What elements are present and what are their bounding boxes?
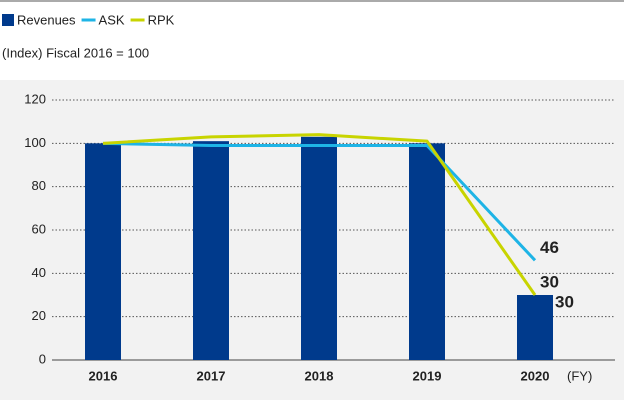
x-tick-label: 2019 bbox=[413, 368, 442, 383]
data-label: 30 bbox=[555, 292, 574, 311]
line bbox=[102, 141, 537, 262]
line bbox=[102, 133, 537, 296]
bar bbox=[517, 295, 553, 360]
data-label: 30 bbox=[540, 272, 559, 291]
bar bbox=[85, 143, 121, 360]
legend-label: ASK bbox=[99, 12, 125, 27]
legend-swatch bbox=[2, 14, 14, 26]
y-tick-label: 80 bbox=[32, 178, 46, 193]
legend-label: RPK bbox=[148, 12, 175, 27]
data-label: 46 bbox=[540, 238, 559, 257]
y-tick-label: 0 bbox=[39, 351, 46, 366]
bar bbox=[193, 141, 229, 360]
y-tick-label: 40 bbox=[32, 265, 46, 280]
subtitle: (Index) Fiscal 2016 = 100 bbox=[2, 45, 149, 60]
x-tick-label: 2016 bbox=[89, 368, 118, 383]
bar bbox=[409, 143, 445, 360]
x-axis-label: (FY) bbox=[567, 368, 592, 383]
legend: Revenues ASK RPK bbox=[2, 12, 175, 27]
y-tick-label: 20 bbox=[32, 308, 46, 323]
y-tick-label: 100 bbox=[24, 135, 46, 150]
y-tick-label: 60 bbox=[32, 221, 46, 236]
x-tick-label: 2018 bbox=[305, 368, 334, 383]
y-tick-label: 120 bbox=[24, 91, 46, 106]
x-tick-label: 2017 bbox=[197, 368, 226, 383]
legend-label: Revenues bbox=[17, 12, 76, 27]
x-tick-label: 2020 bbox=[521, 368, 550, 383]
bar bbox=[301, 136, 337, 360]
